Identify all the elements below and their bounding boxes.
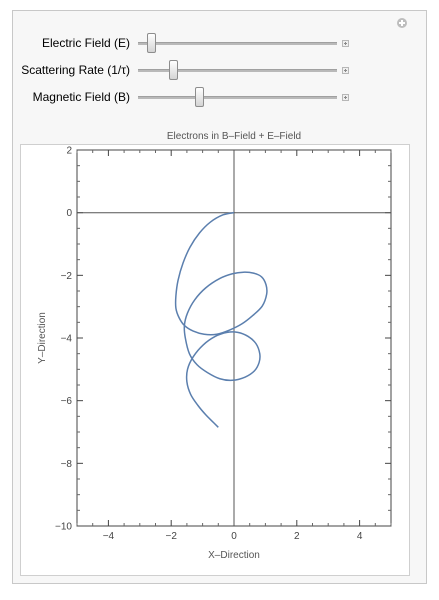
y-tick-label: −10 bbox=[55, 522, 72, 533]
trajectory-line bbox=[174, 211, 268, 428]
scattering-rate-label: Scattering Rate (1/τ) bbox=[21, 63, 130, 77]
electric-field-expand-icon[interactable] bbox=[342, 40, 349, 47]
electric-field-slider-thumb[interactable] bbox=[147, 33, 157, 53]
magnetic-field-slider-thumb[interactable] bbox=[195, 87, 205, 107]
y-tick-label: −8 bbox=[61, 459, 73, 470]
x-tick-label: −2 bbox=[165, 531, 177, 542]
plot-area bbox=[20, 144, 410, 576]
x-axis-label: X–Direction bbox=[208, 550, 260, 561]
y-tick-label: −6 bbox=[61, 396, 73, 407]
y-tick-label: 0 bbox=[66, 208, 72, 219]
x-tick-label: 2 bbox=[294, 531, 300, 542]
y-axis-label: Y–Direction bbox=[37, 312, 48, 364]
scattering-rate-slider-track[interactable] bbox=[138, 69, 337, 72]
magnetic-field-slider-track[interactable] bbox=[138, 96, 337, 99]
scattering-rate-expand-icon[interactable] bbox=[342, 67, 349, 74]
y-tick-label: −4 bbox=[61, 334, 73, 345]
magnetic-field-label: Magnetic Field (B) bbox=[32, 90, 130, 104]
electric-field-slider-track[interactable] bbox=[138, 42, 337, 45]
x-tick-label: 0 bbox=[231, 531, 237, 542]
electric-field-label: Electric Field (E) bbox=[41, 36, 130, 50]
magnetic-field-expand-icon[interactable] bbox=[342, 94, 349, 101]
y-tick-label: −2 bbox=[61, 271, 73, 282]
scattering-rate-slider-thumb[interactable] bbox=[169, 60, 179, 80]
chart-title: Electrons in B–Field + E–Field bbox=[167, 131, 301, 142]
plus-circle-icon[interactable] bbox=[397, 18, 407, 28]
x-tick-label: −4 bbox=[103, 531, 115, 542]
x-tick-label: 4 bbox=[357, 531, 363, 542]
y-tick-label: 2 bbox=[66, 146, 72, 157]
